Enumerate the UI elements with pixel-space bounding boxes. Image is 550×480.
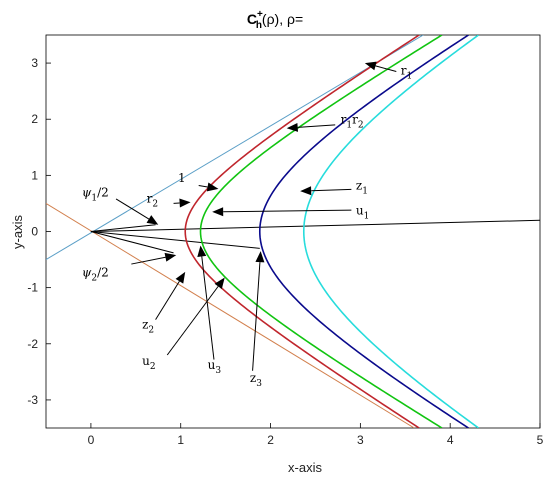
annotation-label: z2	[142, 318, 154, 336]
arrow-head	[197, 245, 207, 257]
x-axis-label: x-axis	[288, 460, 322, 475]
annotation-u1: u1	[212, 204, 369, 222]
annotation-one: 1	[178, 171, 219, 192]
x-tick-label: 1	[177, 433, 184, 447]
arrow-head	[300, 186, 312, 196]
arrow-head	[286, 122, 298, 132]
arrow-head	[212, 207, 224, 217]
annotation-label: ψ2/2	[82, 265, 109, 283]
arrow-shaft	[198, 184, 208, 188]
annotation-r1: r1	[364, 61, 412, 81]
annotation-label: ψ1/2	[82, 186, 109, 204]
x-tick-label: 3	[357, 433, 364, 447]
annotation-label: r1r2	[341, 113, 364, 131]
arrow-shaft	[297, 124, 336, 128]
line-ray-psi1	[90, 224, 156, 232]
y-axis-label: y-axis	[10, 215, 25, 249]
plot-area: 0 1 2 3 4 5 -3 -2 -1 0 1 2 3 1 r2 ψ1/2 z1 u1 r1r2 r1 ψ2/2 z2 u…	[27, 34, 544, 447]
arrow-shaft	[375, 65, 397, 72]
x-tick-label: 2	[267, 433, 274, 447]
x-tick-label: 5	[537, 433, 544, 447]
arrow-shaft	[311, 188, 352, 192]
y-tick-label: -3	[27, 393, 38, 407]
annotation-label: z1	[356, 178, 368, 196]
arrow-head	[206, 182, 219, 192]
x-tick-label: 4	[447, 433, 454, 447]
arrow-head	[255, 251, 265, 263]
arrow-head	[164, 252, 177, 262]
y-tick-label: 0	[31, 225, 38, 239]
y-tick-label: 3	[31, 56, 38, 70]
y-tick-label: 2	[31, 112, 38, 126]
annotation-psi1: ψ1/2	[82, 186, 159, 225]
annotation-z3: z3	[250, 251, 265, 389]
arrow-shaft	[155, 281, 180, 320]
y-tick-label: 1	[31, 168, 38, 182]
annotation-label: u2	[142, 354, 155, 372]
annotation-u2: u2	[142, 277, 225, 372]
line-asymptote+	[46, 35, 424, 261]
series-line-r2	[258, 35, 469, 428]
line-ray-u1	[90, 219, 540, 232]
arrow-shaft	[131, 256, 166, 265]
annotation-label: u3	[208, 358, 222, 376]
annotation-label: 1	[178, 171, 186, 185]
annotation-z2: z2	[142, 271, 186, 336]
arrow-head	[364, 61, 377, 71]
y-tick-label: -2	[27, 337, 38, 351]
annotation-r1r2: r1r2	[286, 113, 364, 132]
arrow-shaft	[252, 262, 261, 371]
line-ray-z3	[90, 231, 260, 249]
annotation-u3: u3	[197, 245, 222, 376]
series-line-r1r2	[199, 35, 443, 428]
arrow-head	[146, 215, 159, 225]
annotation-z1: z1	[300, 178, 368, 196]
plot-clip-group	[46, 35, 540, 428]
series-line-1	[184, 35, 420, 428]
annotation-psi2: ψ2/2	[82, 252, 177, 283]
y-tick-label: -1	[27, 281, 38, 295]
annotation-r2: r2	[147, 191, 191, 209]
annotation-label: u1	[356, 204, 369, 222]
arrow-head	[214, 277, 225, 290]
annotation-label: r1	[401, 63, 412, 81]
annotation-label: z3	[250, 371, 262, 389]
axes-box	[45, 34, 541, 429]
series-line-r1	[302, 35, 479, 428]
arrow-shaft	[223, 209, 352, 213]
x-tick-label: 0	[88, 433, 95, 447]
line-asymptote-	[46, 203, 415, 428]
arrow-shaft	[166, 286, 219, 356]
arrow-shaft	[115, 198, 150, 220]
arrow-head	[175, 271, 186, 284]
line-ray-psi2	[90, 231, 174, 254]
arrow-shaft	[201, 256, 215, 360]
annotation-label: r2	[147, 191, 158, 209]
chart-title: C+ h(ρ), ρ=	[247, 9, 303, 31]
arrow-head	[179, 198, 191, 208]
